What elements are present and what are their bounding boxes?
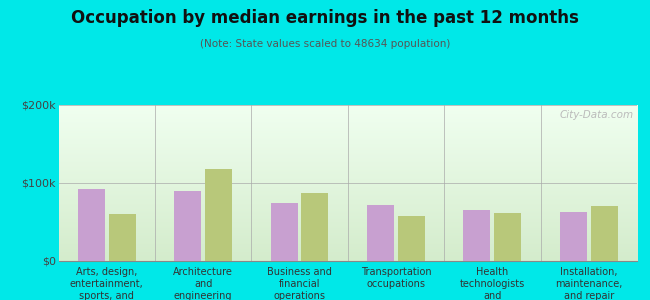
Bar [109,214,136,261]
Bar [302,193,328,261]
Bar [367,205,394,261]
Text: Occupation by median earnings in the past 12 months: Occupation by median earnings in the pas… [71,9,579,27]
Bar [78,189,105,261]
Bar [174,191,202,261]
Bar [205,169,232,261]
Bar [463,210,491,261]
Bar [398,216,425,261]
Bar [591,206,618,261]
Text: City-Data.com: City-Data.com [560,110,634,120]
Bar [270,202,298,261]
Bar [560,212,587,261]
Text: (Note: State values scaled to 48634 population): (Note: State values scaled to 48634 popu… [200,39,450,49]
Bar [494,213,521,261]
